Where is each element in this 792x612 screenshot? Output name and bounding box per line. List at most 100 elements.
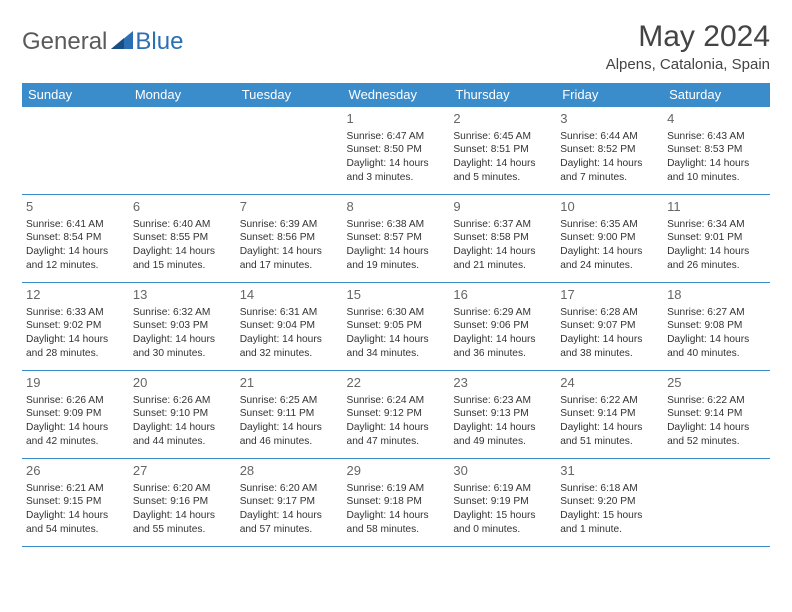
day-number: 26 [26, 462, 125, 480]
day-info-line: and 54 minutes. [26, 523, 125, 537]
calendar-day-cell: 5Sunrise: 6:41 AMSunset: 8:54 PMDaylight… [22, 195, 129, 283]
day-info-line: and 46 minutes. [240, 435, 339, 449]
day-info-line: Sunset: 9:11 PM [240, 407, 339, 421]
day-info: Sunrise: 6:47 AMSunset: 8:50 PMDaylight:… [347, 130, 446, 185]
day-number: 30 [453, 462, 552, 480]
day-info-line: and 0 minutes. [453, 523, 552, 537]
calendar-week-row: 1Sunrise: 6:47 AMSunset: 8:50 PMDaylight… [22, 107, 770, 195]
day-info: Sunrise: 6:18 AMSunset: 9:20 PMDaylight:… [560, 482, 659, 537]
day-number: 25 [667, 374, 766, 392]
calendar-day-cell: 28Sunrise: 6:20 AMSunset: 9:17 PMDayligh… [236, 459, 343, 547]
day-info-line: Sunset: 8:56 PM [240, 231, 339, 245]
day-info: Sunrise: 6:34 AMSunset: 9:01 PMDaylight:… [667, 218, 766, 273]
calendar-day-cell: 12Sunrise: 6:33 AMSunset: 9:02 PMDayligh… [22, 283, 129, 371]
day-info-line: and 55 minutes. [133, 523, 232, 537]
day-number: 12 [26, 286, 125, 304]
day-info-line: Sunrise: 6:43 AM [667, 130, 766, 144]
day-info-line: Sunset: 8:50 PM [347, 143, 446, 157]
day-info-line: and 32 minutes. [240, 347, 339, 361]
day-info-line: Sunrise: 6:38 AM [347, 218, 446, 232]
day-number: 4 [667, 110, 766, 128]
day-info-line: and 7 minutes. [560, 171, 659, 185]
day-info: Sunrise: 6:37 AMSunset: 8:58 PMDaylight:… [453, 218, 552, 273]
day-info: Sunrise: 6:30 AMSunset: 9:05 PMDaylight:… [347, 306, 446, 361]
day-info-line: Sunset: 9:00 PM [560, 231, 659, 245]
brand-triangle-icon [111, 31, 133, 54]
day-info-line: Daylight: 14 hours [26, 509, 125, 523]
day-info-line: Daylight: 14 hours [667, 245, 766, 259]
day-info-line: and 34 minutes. [347, 347, 446, 361]
day-info-line: and 15 minutes. [133, 259, 232, 273]
day-info-line: Daylight: 14 hours [133, 245, 232, 259]
day-info: Sunrise: 6:22 AMSunset: 9:14 PMDaylight:… [667, 394, 766, 449]
day-info-line: Daylight: 14 hours [560, 421, 659, 435]
day-info-line: Sunset: 9:05 PM [347, 319, 446, 333]
day-info: Sunrise: 6:19 AMSunset: 9:19 PMDaylight:… [453, 482, 552, 537]
day-info-line: Sunrise: 6:19 AM [347, 482, 446, 496]
day-info-line: Daylight: 14 hours [347, 421, 446, 435]
calendar-day-cell: 8Sunrise: 6:38 AMSunset: 8:57 PMDaylight… [343, 195, 450, 283]
day-info-line: Daylight: 14 hours [667, 421, 766, 435]
day-info-line: and 3 minutes. [347, 171, 446, 185]
day-info-line: Daylight: 14 hours [347, 509, 446, 523]
day-info: Sunrise: 6:39 AMSunset: 8:56 PMDaylight:… [240, 218, 339, 273]
day-info-line: Sunset: 9:14 PM [667, 407, 766, 421]
day-info: Sunrise: 6:19 AMSunset: 9:18 PMDaylight:… [347, 482, 446, 537]
day-info-line: Sunrise: 6:27 AM [667, 306, 766, 320]
calendar-day-cell: 10Sunrise: 6:35 AMSunset: 9:00 PMDayligh… [556, 195, 663, 283]
day-info: Sunrise: 6:38 AMSunset: 8:57 PMDaylight:… [347, 218, 446, 273]
day-info-line: Sunrise: 6:31 AM [240, 306, 339, 320]
day-info-line: Sunrise: 6:21 AM [26, 482, 125, 496]
day-info-line: Sunset: 9:16 PM [133, 495, 232, 509]
day-info-line: Sunrise: 6:28 AM [560, 306, 659, 320]
day-info-line: Daylight: 15 hours [453, 509, 552, 523]
day-number: 27 [133, 462, 232, 480]
calendar-table: Sunday Monday Tuesday Wednesday Thursday… [22, 83, 770, 547]
day-info-line: Sunset: 8:55 PM [133, 231, 232, 245]
day-info-line: Sunset: 9:13 PM [453, 407, 552, 421]
calendar-day-cell: 23Sunrise: 6:23 AMSunset: 9:13 PMDayligh… [449, 371, 556, 459]
calendar-day-cell [22, 107, 129, 195]
day-info-line: Sunrise: 6:26 AM [133, 394, 232, 408]
day-info: Sunrise: 6:24 AMSunset: 9:12 PMDaylight:… [347, 394, 446, 449]
day-info-line: Sunrise: 6:20 AM [133, 482, 232, 496]
day-info-line: and 26 minutes. [667, 259, 766, 273]
day-info-line: Daylight: 14 hours [240, 421, 339, 435]
day-info-line: Sunrise: 6:41 AM [26, 218, 125, 232]
day-info-line: and 58 minutes. [347, 523, 446, 537]
day-info-line: Sunrise: 6:26 AM [26, 394, 125, 408]
day-header: Tuesday [236, 83, 343, 107]
calendar-day-cell: 14Sunrise: 6:31 AMSunset: 9:04 PMDayligh… [236, 283, 343, 371]
day-info-line: and 40 minutes. [667, 347, 766, 361]
day-header: Sunday [22, 83, 129, 107]
day-info: Sunrise: 6:26 AMSunset: 9:10 PMDaylight:… [133, 394, 232, 449]
day-number: 11 [667, 198, 766, 216]
day-info: Sunrise: 6:40 AMSunset: 8:55 PMDaylight:… [133, 218, 232, 273]
calendar-week-row: 12Sunrise: 6:33 AMSunset: 9:02 PMDayligh… [22, 283, 770, 371]
day-info-line: and 28 minutes. [26, 347, 125, 361]
day-info-line: Sunset: 9:12 PM [347, 407, 446, 421]
day-info-line: Daylight: 14 hours [26, 421, 125, 435]
day-info-line: and 10 minutes. [667, 171, 766, 185]
day-info-line: Daylight: 14 hours [453, 421, 552, 435]
day-number: 18 [667, 286, 766, 304]
brand-part1: General [22, 28, 107, 56]
day-info: Sunrise: 6:43 AMSunset: 8:53 PMDaylight:… [667, 130, 766, 185]
day-info: Sunrise: 6:27 AMSunset: 9:08 PMDaylight:… [667, 306, 766, 361]
day-info-line: and 44 minutes. [133, 435, 232, 449]
calendar-week-row: 19Sunrise: 6:26 AMSunset: 9:09 PMDayligh… [22, 371, 770, 459]
day-info-line: Sunrise: 6:24 AM [347, 394, 446, 408]
calendar-day-cell: 13Sunrise: 6:32 AMSunset: 9:03 PMDayligh… [129, 283, 236, 371]
day-info-line: Sunset: 9:19 PM [453, 495, 552, 509]
day-number: 20 [133, 374, 232, 392]
day-info-line: Sunset: 8:58 PM [453, 231, 552, 245]
day-info-line: Daylight: 14 hours [133, 333, 232, 347]
calendar-week-row: 26Sunrise: 6:21 AMSunset: 9:15 PMDayligh… [22, 459, 770, 547]
day-number: 16 [453, 286, 552, 304]
day-info-line: Daylight: 14 hours [453, 245, 552, 259]
calendar-day-cell: 20 Sunrise: 6:26 AMSunset: 9:10 PMDayligh… [129, 371, 236, 459]
day-info: Sunrise: 6:26 AMSunset: 9:09 PMDaylight:… [26, 394, 125, 449]
day-info: Sunrise: 6:22 AMSunset: 9:14 PMDaylight:… [560, 394, 659, 449]
day-info-line: Daylight: 14 hours [347, 157, 446, 171]
day-info: Sunrise: 6:25 AMSunset: 9:11 PMDaylight:… [240, 394, 339, 449]
